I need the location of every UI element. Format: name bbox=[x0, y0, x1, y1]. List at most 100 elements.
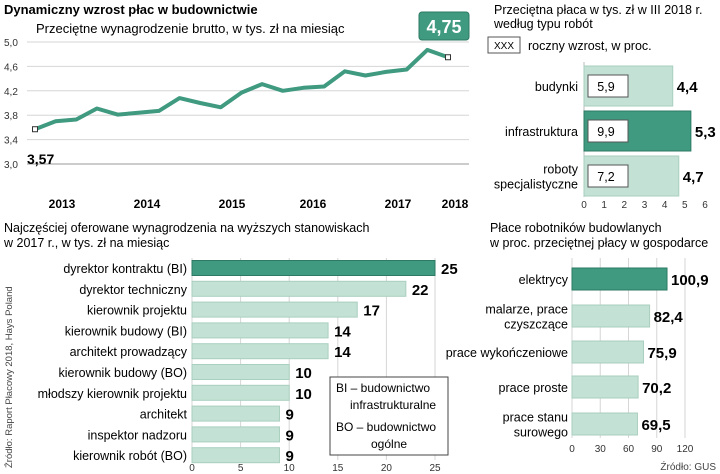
positions-legend: BI – budownictwo infrastrukturalne BO – … bbox=[329, 376, 449, 456]
line-chart-y-axis: 3,0 3,4 3,8 4,2 4,6 5,0 bbox=[4, 38, 18, 171]
workers-title-line-2: w proc. przeciętnej płacy w gospodarce bbox=[489, 236, 708, 250]
workers-x-tick-label: 30 bbox=[595, 444, 607, 455]
workers-bars: 100,9 elektrycy 82,4 malarze, praceczyszczą… bbox=[446, 267, 709, 440]
positions-bars: dyrektor kontraktu (BI) 25 dyrektor techni… bbox=[38, 260, 458, 465]
types-category-label: budynki bbox=[535, 80, 578, 94]
positions-title-line-1: Najczęściej oferowane wynagrodzenia na w… bbox=[4, 221, 370, 235]
positions-category-label: młodszy kierownik projektu bbox=[38, 387, 187, 401]
positions-bar bbox=[191, 364, 290, 380]
types-category-label: roboty bbox=[543, 163, 578, 177]
positions-x-tick-label: 25 bbox=[429, 463, 441, 474]
workers-value-label: 100,9 bbox=[671, 272, 709, 289]
workers-x-tick-label: 120 bbox=[677, 444, 694, 455]
positions-x-tick-label: 5 bbox=[238, 463, 244, 474]
line-y-tick-label: 3,0 bbox=[4, 160, 18, 171]
line-x-tick-label: 2014 bbox=[134, 197, 161, 211]
positions-bar bbox=[191, 260, 436, 276]
positions-value-label: 9 bbox=[285, 448, 293, 465]
workers-bar bbox=[571, 375, 639, 399]
workers-bar bbox=[571, 412, 638, 436]
types-x-tick-label: 2 bbox=[622, 200, 628, 211]
line-y-tick-label: 3,8 bbox=[4, 111, 18, 122]
salary-line bbox=[33, 47, 450, 132]
line-x-tick-label: 2013 bbox=[49, 197, 76, 211]
positions-value-label: 9 bbox=[285, 427, 293, 444]
line-x-tick-label: 2018 bbox=[442, 197, 469, 211]
types-value-label: 5,3 bbox=[695, 124, 716, 141]
positions-category-label: kierownik robót (BO) bbox=[73, 449, 187, 463]
line-y-tick-label: 3,4 bbox=[4, 136, 18, 147]
positions-value-label: 14 bbox=[334, 323, 351, 340]
positions-legend-line-3: BO – budownictwo bbox=[336, 420, 436, 434]
positions-bar bbox=[191, 447, 280, 464]
types-growth-label: 5,9 bbox=[597, 80, 614, 94]
positions-legend-line-2: infrastrukturalne bbox=[350, 398, 436, 412]
line-end-marker bbox=[445, 54, 451, 61]
legend-sample-text: XXX bbox=[494, 41, 514, 52]
types-growth-label: 9,9 bbox=[597, 125, 614, 139]
positions-bar bbox=[191, 405, 280, 422]
positions-value-label: 22 bbox=[412, 282, 429, 299]
types-value-label: 4,7 bbox=[683, 169, 704, 186]
positions-x-tick-label: 0 bbox=[189, 463, 195, 474]
positions-value-label: 14 bbox=[334, 344, 351, 361]
positions-category-label: kierownik budowy (BI) bbox=[65, 324, 187, 338]
line-y-tick-label: 4,2 bbox=[4, 87, 18, 98]
positions-category-label: inspektor nadzoru bbox=[88, 428, 187, 442]
positions-title-line-2: w 2017 r., w tys. zł na miesiąc bbox=[3, 236, 169, 250]
workers-bar bbox=[571, 304, 651, 328]
types-growth-box bbox=[587, 164, 629, 188]
positions-bar bbox=[191, 426, 280, 443]
workers-value-label: 69,5 bbox=[641, 417, 670, 434]
workers-title-line-1: Płace robotników budowlanych bbox=[490, 221, 662, 235]
types-value-label: 4,4 bbox=[677, 79, 699, 96]
workers-category-label: elektrycy bbox=[519, 273, 569, 287]
positions-panel: Najczęściej oferowane wynagrodzenia na w… bbox=[3, 221, 458, 474]
work-types-panel: Przeciętna płaca w tys. zł w III 2018 r.… bbox=[487, 3, 716, 211]
highlight-badge-box bbox=[418, 11, 470, 41]
workers-x-tick-label: 60 bbox=[623, 444, 635, 455]
workers-value-label: 82,4 bbox=[654, 309, 684, 326]
types-growth-box bbox=[587, 119, 629, 143]
types-growth-box bbox=[587, 74, 629, 98]
types-x-tick-label: 1 bbox=[601, 200, 607, 211]
workers-category-label: surowego bbox=[514, 426, 568, 440]
workers-bar bbox=[571, 340, 644, 364]
line-chart-gridlines bbox=[27, 41, 469, 165]
positions-bar bbox=[191, 280, 407, 297]
workers-value-label: 70,2 bbox=[642, 380, 671, 397]
positions-bar bbox=[191, 343, 329, 360]
types-x-tick-label: 0 bbox=[581, 200, 587, 211]
positions-category-label: dyrektor techniczny bbox=[79, 283, 187, 297]
main-title: Dynamiczny wzrost płac w budownictwie bbox=[4, 2, 258, 17]
positions-legend-line-4: ogólne bbox=[371, 437, 407, 451]
highlight-badge-value: 4,75 bbox=[426, 17, 461, 37]
work-types-title-line-1: Przeciętna płaca w tys. zł w III 2018 r. bbox=[494, 3, 702, 17]
legend-sample-box bbox=[487, 36, 521, 54]
line-x-tick-label: 2016 bbox=[300, 197, 327, 211]
work-types-bars: 5,9 4,4 budynki 9,9 5,3 infrastruktura 7,2 4,7 r… bbox=[494, 65, 716, 197]
types-growth-label: 7,2 bbox=[597, 170, 614, 184]
positions-x-tick-label: 10 bbox=[284, 463, 296, 474]
workers-source: Źródło: GUS bbox=[660, 460, 716, 473]
workers-bar bbox=[571, 267, 668, 291]
legend-description: roczny wzrost, w proc. bbox=[528, 39, 652, 53]
line-chart-panel: Przeciętne wynagrodzenie brutto, w tys. … bbox=[4, 11, 470, 211]
line-start-marker bbox=[32, 126, 38, 133]
types-x-tick-label: 5 bbox=[682, 200, 688, 211]
line-chart-x-axis: 2013 2014 2015 2016 2017 2018 bbox=[49, 197, 469, 211]
workers-category-label: prace stanu bbox=[503, 411, 568, 425]
workers-category-label: prace proste bbox=[499, 381, 569, 395]
workers-category-label: prace wykończeniowe bbox=[446, 346, 568, 360]
positions-category-label: kierownik projektu bbox=[87, 304, 187, 318]
types-x-tick-label: 6 bbox=[702, 200, 708, 211]
workers-panel: Płace robotników budowlanych w proc. prz… bbox=[446, 221, 717, 473]
types-x-tick-label: 4 bbox=[662, 200, 668, 211]
work-types-title-line-2: według typu robót bbox=[493, 17, 593, 31]
positions-legend-box bbox=[329, 376, 449, 456]
positions-x-tick-label: 20 bbox=[381, 463, 393, 474]
workers-x-tick-label: 0 bbox=[569, 444, 575, 455]
line-x-tick-label: 2015 bbox=[219, 197, 246, 211]
positions-x-tick-label: 15 bbox=[332, 463, 344, 474]
